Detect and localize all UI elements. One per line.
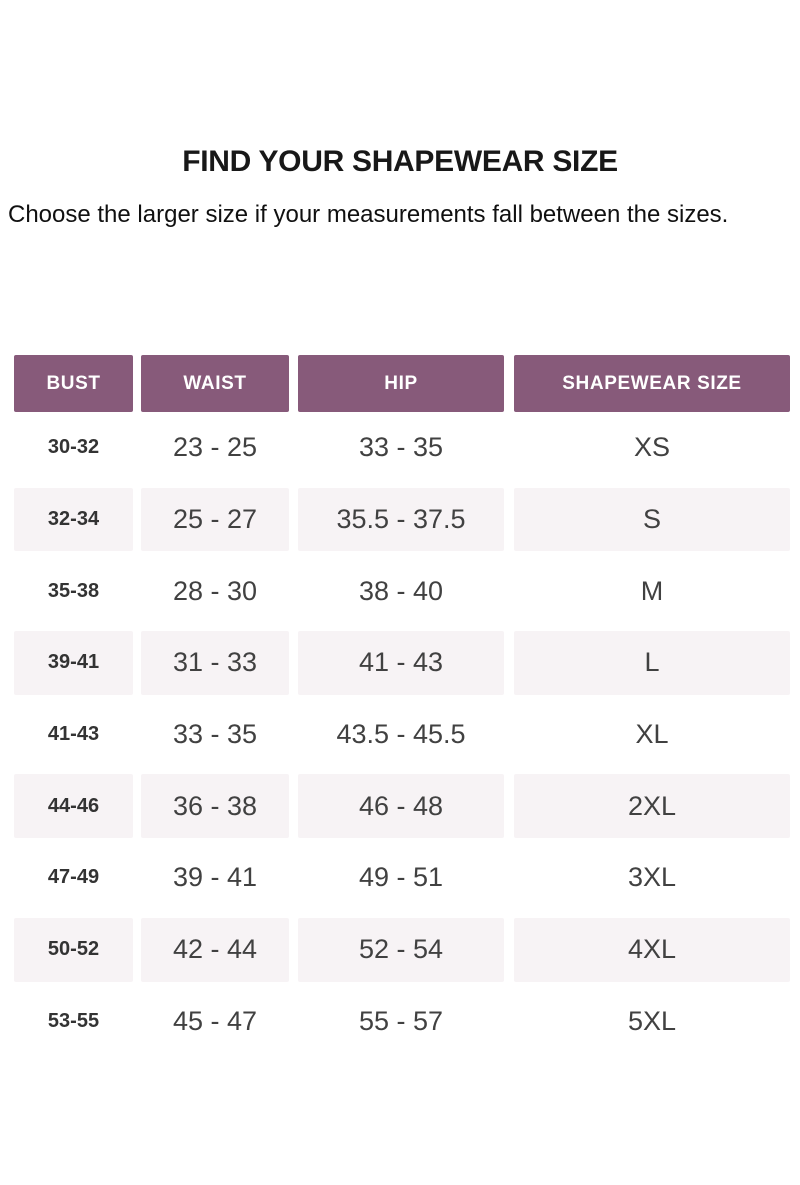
size-cell: L [514, 631, 790, 695]
bust-cell: 50-52 [14, 917, 133, 982]
bust-cell: 41-43 [47, 723, 100, 746]
table-row: 39-41 31 - 33 41 - 43 L [14, 627, 790, 699]
waist-cell: 42 - 44 [141, 917, 289, 982]
size-cell: 5XL [627, 1005, 677, 1036]
waist-cell: 23 - 25 [172, 432, 258, 463]
table-row: 44-46 36 - 38 46 - 48 2XL [14, 770, 790, 842]
table-row: 50-52 42 - 44 52 - 54 4XL [14, 914, 790, 986]
waist-cell: 28 - 30 [172, 575, 258, 606]
size-table: BUST WAIST HIP SHAPEWEAR SIZE 30-32 23 -… [14, 355, 790, 1057]
column-header-bust: BUST [14, 355, 133, 412]
waist-cell: 25 - 27 [141, 487, 289, 552]
waist-cell: 39 - 41 [172, 862, 258, 893]
size-cell: S [514, 487, 790, 552]
bust-cell: 44-46 [14, 774, 133, 839]
column-header-hip: HIP [298, 355, 504, 412]
table-row: 53-55 45 - 47 55 - 57 5XL [14, 986, 790, 1058]
waist-cell: 31 - 33 [141, 631, 289, 695]
waist-cell: 36 - 38 [141, 774, 289, 839]
column-header-shapewear-size: SHAPEWEAR SIZE [514, 355, 790, 412]
waist-cell: 45 - 47 [172, 1005, 258, 1036]
bust-cell: 53-55 [47, 1009, 100, 1032]
hip-cell: 49 - 51 [358, 862, 444, 893]
waist-cell: 33 - 35 [172, 719, 258, 750]
table-row: 30-32 23 - 25 33 - 35 XS [14, 412, 790, 484]
table-header-row: BUST WAIST HIP SHAPEWEAR SIZE [14, 355, 790, 412]
bust-cell: 30-32 [47, 436, 100, 459]
size-guide-subtitle: Choose the larger size if your measureme… [8, 201, 729, 228]
size-cell: M [640, 575, 664, 606]
table-row: 35-38 28 - 30 38 - 40 M [14, 555, 790, 627]
hip-cell: 46 - 48 [298, 774, 504, 839]
hip-cell: 55 - 57 [358, 1005, 444, 1036]
bust-cell: 35-38 [47, 579, 100, 602]
size-cell: 3XL [627, 862, 677, 893]
hip-cell: 41 - 43 [298, 631, 504, 695]
bust-cell: 32-34 [14, 487, 133, 552]
hip-cell: 52 - 54 [298, 917, 504, 982]
table-row: 32-34 25 - 27 35.5 - 37.5 S [14, 484, 790, 556]
size-cell: XL [635, 719, 669, 750]
size-cell: 4XL [514, 917, 790, 982]
table-row: 47-49 39 - 41 49 - 51 3XL [14, 842, 790, 914]
size-cell: 2XL [514, 774, 790, 839]
size-cell: XS [633, 432, 671, 463]
column-header-waist: WAIST [141, 355, 289, 412]
page-title: FIND YOUR SHAPEWEAR SIZE [182, 145, 618, 178]
hip-cell: 43.5 - 45.5 [336, 719, 466, 750]
table-row: 41-43 33 - 35 43.5 - 45.5 XL [14, 699, 790, 771]
hip-cell: 35.5 - 37.5 [298, 487, 504, 552]
hip-cell: 33 - 35 [358, 432, 444, 463]
hip-cell: 38 - 40 [358, 575, 444, 606]
bust-cell: 47-49 [47, 866, 100, 889]
bust-cell: 39-41 [14, 631, 133, 695]
